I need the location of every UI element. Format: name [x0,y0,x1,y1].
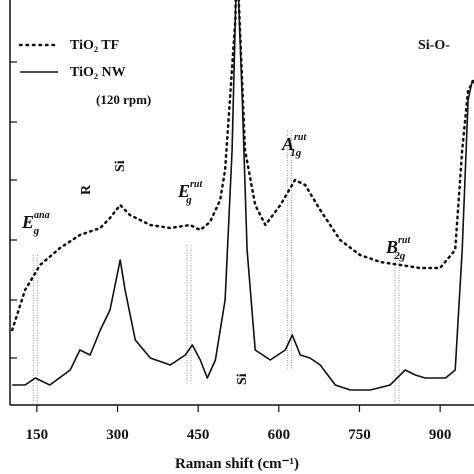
annotation-sub: 1g [290,147,302,159]
annotation: R [79,184,94,195]
x-tick-label: 900 [429,427,452,443]
annotation-sup: rut [398,235,411,246]
annotation: Arut 1g [281,132,307,159]
annotation-text: E [177,181,190,201]
annotation: Brut 2g [385,235,411,262]
annotation: Si [235,373,250,385]
annotation-text: B [385,237,398,257]
annotation: Si [113,160,128,172]
annotation-text: A [281,134,294,154]
annotation-text: R [79,184,94,195]
annotation-sup: ana [34,210,50,221]
annotation: Si-O- [418,38,450,53]
annotation-sup: rut [190,179,203,190]
annotation-text: Si [113,160,128,172]
x-tick-label: 150 [26,427,49,443]
x-axis-label: Raman shift (cm⁻¹) [175,456,299,472]
annotation-sup: rut [294,132,307,143]
x-tick-label: 600 [268,427,291,443]
y-axis-ticks [10,61,17,359]
legend-note: (120 rpm) [96,92,151,107]
annotation: Eana g [21,210,50,237]
x-tick-label: 450 [187,427,210,443]
series-line [12,0,474,391]
annotation-text: Si [235,373,250,385]
plot-area [10,0,474,391]
legend-label: TiO₂ NW [70,65,126,80]
legend-label: TiO₂ TF [70,38,119,53]
annotation-sub: g [33,225,40,237]
annotation-sub: g [185,194,192,206]
annotation: Erut g [177,179,203,206]
x-tick-label: 750 [348,427,371,443]
x-tick-label: 300 [106,427,129,443]
annotation-text: E [21,212,34,232]
annotation-text: Si-O- [418,38,450,53]
annotation-sub: 2g [393,250,406,262]
